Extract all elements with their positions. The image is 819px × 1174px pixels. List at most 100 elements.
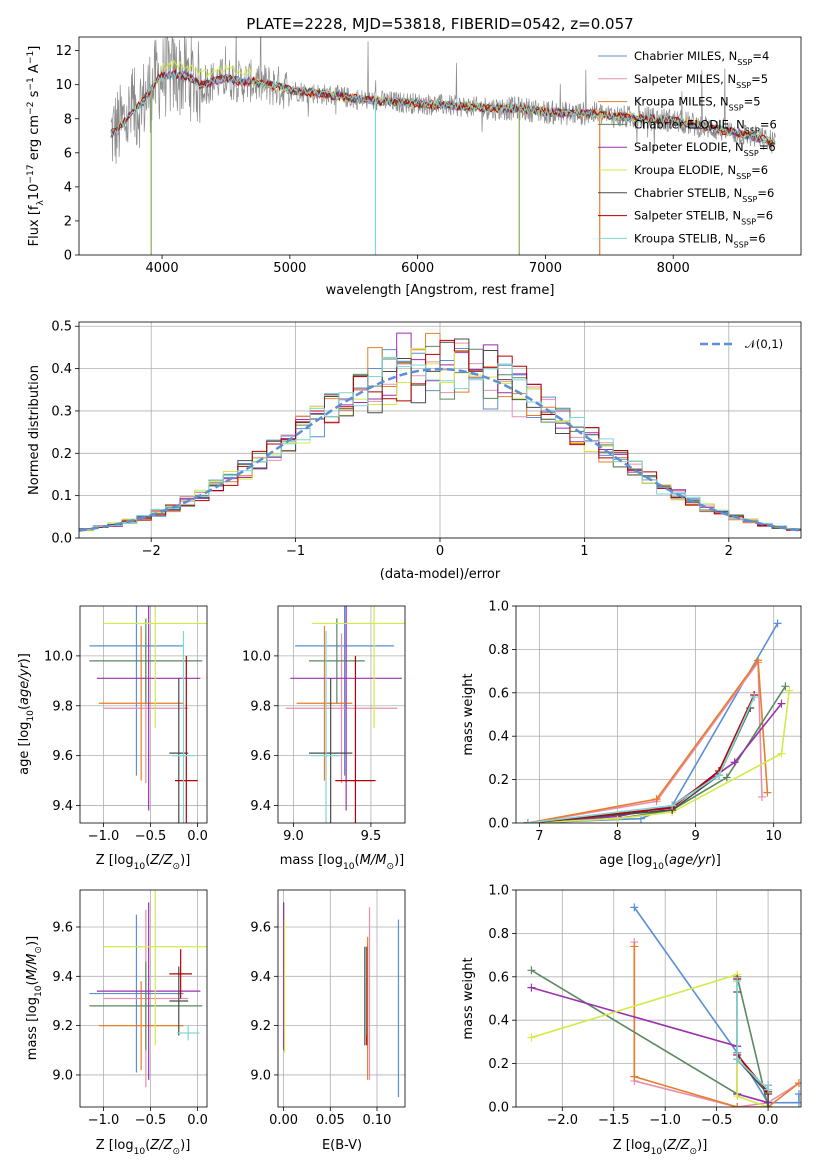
x-tick-label: 0.0 (758, 1113, 779, 1128)
y-tick-label: 12 (55, 44, 72, 59)
y-axis-label: mass [log10(M/M⊙)] (25, 936, 44, 1060)
series-marker (794, 1079, 801, 1088)
x-tick-label: −1 (286, 544, 305, 559)
x-tick-label: 7 (535, 829, 543, 844)
legend-entry: Chabrier MILES, NSSP=4 (634, 49, 769, 67)
y-tick-label: 9.6 (250, 920, 271, 935)
y-tick-label: 0.4 (51, 362, 72, 377)
y-tick-label: 0.6 (488, 970, 509, 985)
series-marker (777, 699, 786, 708)
series-marker (613, 814, 622, 823)
model-line (110, 69, 776, 145)
series-marker (794, 1089, 801, 1098)
plot-mass-vs-ebv: 0.00 0.05 0.10 9.0 9.2 9.4 9.6 E(B-V) (250, 889, 406, 1153)
series-marker (523, 819, 532, 823)
series-marker (785, 686, 794, 695)
series-marker (764, 1103, 773, 1107)
legend: Chabrier MILES, NSSP=4 Salpeter MILES, NS… (598, 49, 777, 249)
series-marker (733, 1055, 742, 1064)
y-tick-label: 10.0 (242, 649, 271, 664)
x-tick-label: 0.00 (269, 1113, 298, 1128)
y-tick-label: 0.5 (51, 320, 72, 335)
series-marker (630, 942, 639, 951)
series-marker (630, 903, 639, 912)
series-marker (715, 771, 724, 780)
plot-area (79, 322, 801, 538)
series-marker (733, 1103, 742, 1107)
series-marker (777, 749, 786, 758)
y-tick-label: 0.1 (51, 489, 72, 504)
series-marker (781, 682, 790, 691)
y-tick-label: 9.4 (52, 970, 73, 985)
plot-residuals: −2 −1 0 1 2 0.0 0.1 0.2 0.3 0.4 0.5 𝒩(0,1) (data-mod… (27, 320, 802, 582)
y-tick-label: 9.4 (52, 799, 73, 814)
x-axis-label: Z [log10(Z/Z⊙)] (96, 853, 191, 872)
y-tick-label: 6 (64, 146, 72, 161)
series-line (527, 622, 779, 823)
x-tick-label: −1.5 (598, 1113, 630, 1128)
y-tick-label: 1.0 (488, 884, 509, 899)
x-tick-label: 6000 (401, 261, 434, 276)
y-tick-label: 0.4 (488, 1014, 509, 1029)
y-tick-label: 0 (64, 249, 72, 264)
x-tick-label: −0.5 (135, 1113, 167, 1128)
legend-entry: Kroupa ELODIE, NSSP=6 (634, 163, 768, 181)
plot-area (516, 890, 801, 1107)
y-tick-label: 9.0 (250, 1068, 271, 1083)
series-line (527, 696, 755, 823)
series-marker (668, 801, 677, 810)
axes-frame (277, 605, 406, 824)
residual-x-label: (data-model)/error (380, 567, 501, 582)
series-marker (794, 1098, 801, 1107)
y-tick-label: 9.6 (250, 749, 271, 764)
x-tick-label: 2 (725, 544, 733, 559)
series-line (531, 969, 769, 1107)
series-marker (754, 656, 763, 665)
y-tick-label: 10.0 (44, 649, 73, 664)
x-axis-label: Z [log10(Z/Z⊙)] (96, 1138, 191, 1157)
y-tick-label: 9.6 (52, 920, 73, 935)
x-tick-label: 9 (691, 829, 699, 844)
series-line (527, 694, 755, 823)
plot-area (278, 890, 405, 1107)
series-marker (527, 966, 536, 975)
plot-area (516, 606, 801, 823)
x-tick-label: −0.5 (135, 829, 167, 844)
plot-spectrum: 4000 5000 6000 7000 8000 0 2 4 6 8 10 12 wavelength … (26, 36, 802, 298)
legend-entry: Salpeter MILES, NSSP=5 (634, 72, 768, 90)
series-marker (527, 1033, 536, 1042)
y-tick-label: 9.2 (52, 1019, 73, 1034)
axes-frame (79, 605, 208, 824)
y-tick-label: 9.6 (52, 749, 73, 764)
series-marker (722, 773, 731, 782)
plot-area (278, 606, 405, 823)
y-tick-label: 0.6 (488, 686, 509, 701)
x-tick-label: −1.0 (88, 829, 120, 844)
axes-frame (515, 605, 802, 824)
plot-massweight-vs-age: 7 8 9 10 0.0 0.2 0.4 0.6 0.8 1.0 mass weight age [l… (461, 600, 802, 872)
y-tick-label: 0.2 (488, 773, 509, 788)
y-tick-label: 0.2 (488, 1057, 509, 1072)
x-tick-label: 8000 (657, 261, 690, 276)
x-tick-label: −1.0 (649, 1113, 681, 1128)
series-marker (773, 619, 782, 628)
x-tick-label: 0.0 (187, 829, 208, 844)
x-tick-label: −1.0 (88, 1113, 120, 1128)
x-tick-label: 0.0 (187, 1113, 208, 1128)
figure-title: PLATE=2228, MJD=53818, FIBERID=0542, z=0… (246, 15, 633, 33)
x-tick-label: −0.5 (701, 1113, 733, 1128)
y-tick-label: 9.4 (250, 799, 271, 814)
y-tick-label: 9.2 (250, 1019, 271, 1034)
y-tick-label: 0.4 (488, 730, 509, 745)
plot-massweight-vs-Z: −2.0 −1.5 −1.0 −0.5 0.0 0.0 0.2 0.4 0.6 0.8 1.0 mas… (461, 884, 802, 1157)
series-marker (764, 1081, 773, 1090)
plot-area (80, 606, 207, 823)
y-tick-label: 4 (64, 180, 72, 195)
x-tick-label: 0 (436, 544, 444, 559)
x-axis-label: Z [log10(Z/Z⊙)] (613, 1138, 708, 1157)
x-tick-label: 5000 (273, 261, 306, 276)
series-marker (763, 788, 772, 797)
plot-age-vs-Z: −1.0 −0.5 0.0 9.4 9.6 9.8 10.0 Z [log10(Z/Z⊙)] a… (17, 605, 208, 872)
y-tick-label: 9.4 (250, 970, 271, 985)
